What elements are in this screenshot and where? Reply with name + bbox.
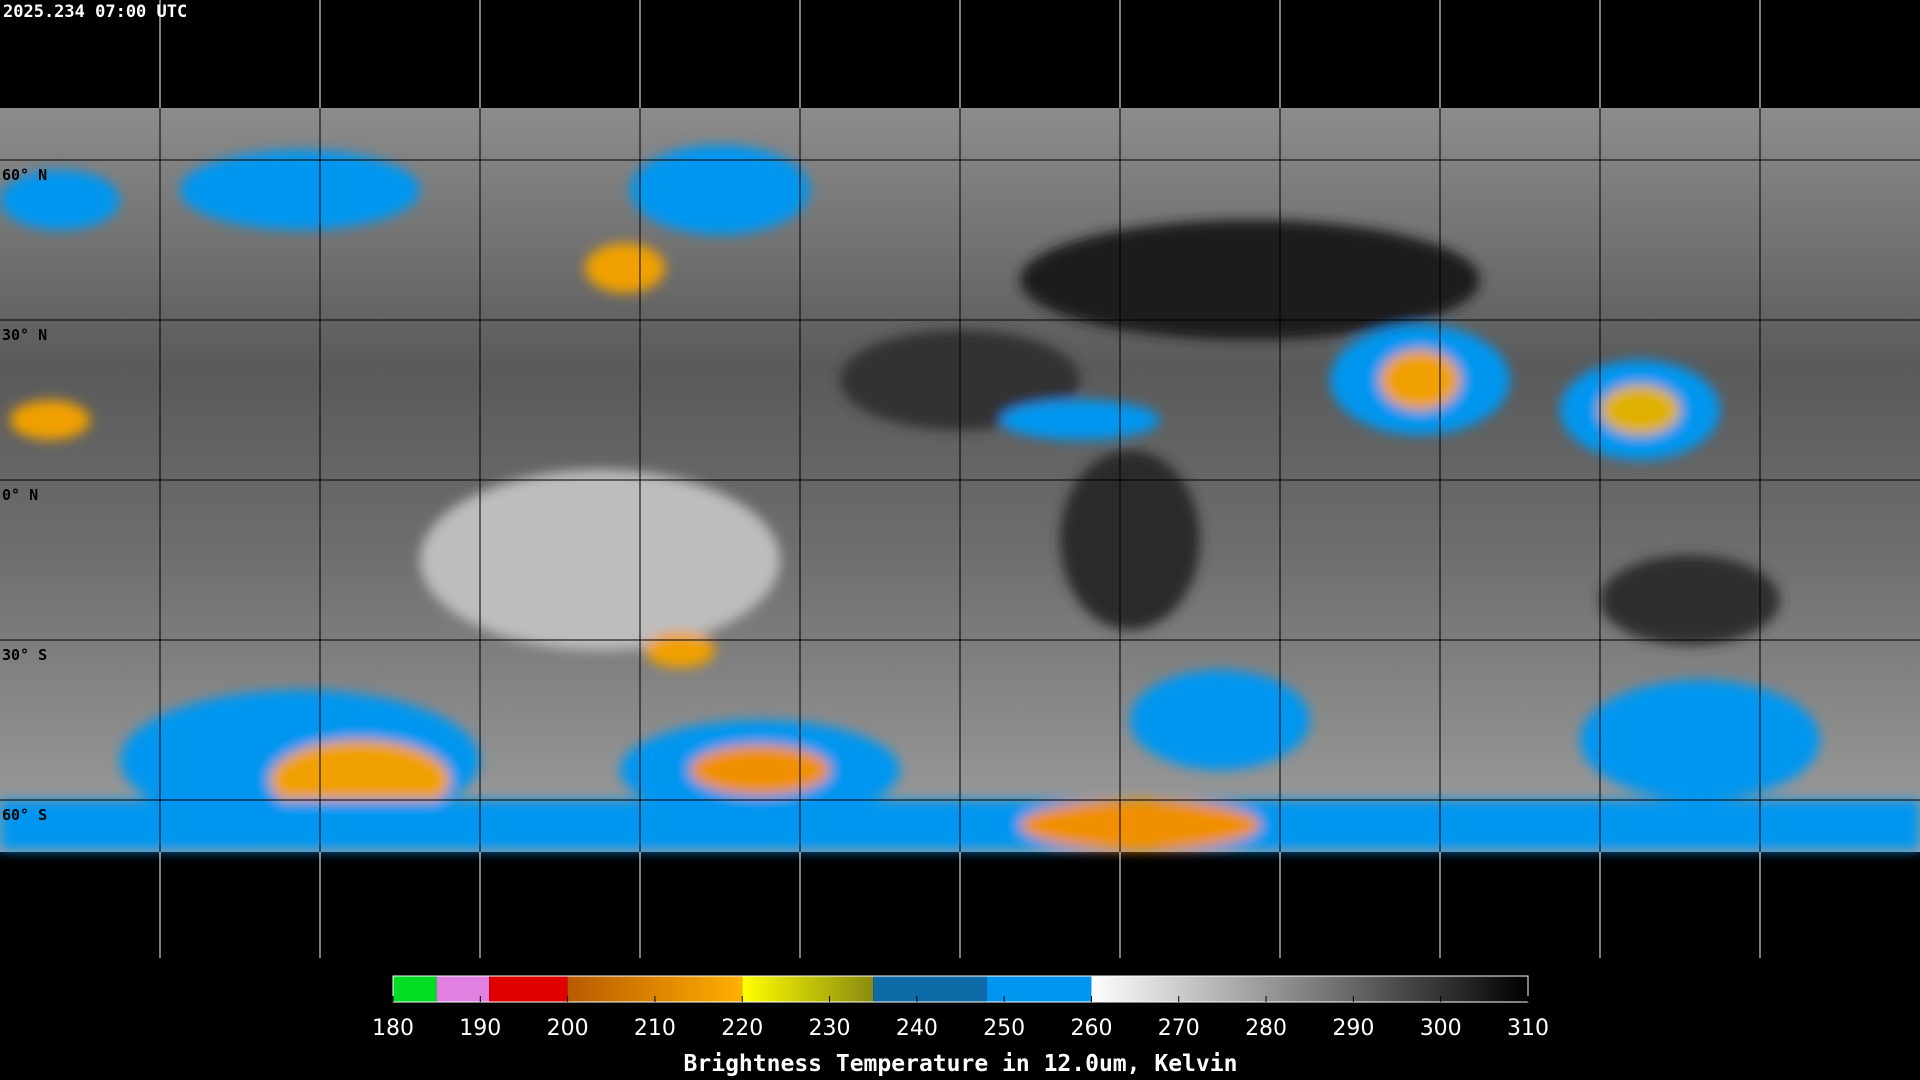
latitude-label: 0° N: [2, 486, 38, 504]
colorbar-tick-label: 280: [1245, 1016, 1287, 1041]
colorbar-segment: [436, 976, 490, 1002]
colorbar-segment: [986, 976, 1092, 1002]
graticule: [0, 0, 1920, 958]
colorbar-tick-label: 260: [1070, 1016, 1112, 1041]
colorbar-segment: [873, 976, 987, 1002]
colorbar-tick-label: 180: [372, 1016, 414, 1041]
colorbar-tick-label: 240: [896, 1016, 938, 1041]
colorbar-frame: [392, 975, 1529, 1003]
colorbar-title: Brightness Temperature in 12.0um, Kelvin: [684, 1051, 1238, 1077]
colorbar-segment: [742, 976, 874, 1002]
colorbar-tick-label: 250: [983, 1016, 1025, 1041]
colorbar-tick-label: 220: [721, 1016, 763, 1041]
colorbar-tick-label: 300: [1420, 1016, 1462, 1041]
colorbar-tick-label: 310: [1507, 1016, 1549, 1041]
latitude-label: 30° N: [2, 326, 47, 344]
latitude-label: 30° S: [2, 646, 47, 664]
latitude-label: 60° S: [2, 806, 47, 824]
latitude-label: 60° N: [2, 166, 47, 184]
colorbar-tick-label: 190: [459, 1016, 501, 1041]
timestamp: 2025.234 07:00 UTC: [3, 2, 187, 22]
colorbar-tick-label: 230: [809, 1016, 851, 1041]
colorbar-segment: [393, 976, 437, 1002]
colorbar-segment: [489, 976, 568, 1002]
colorbar-segment: [1091, 976, 1528, 1002]
colorbar-tick-label: 200: [547, 1016, 589, 1041]
colorbar-tick-label: 270: [1158, 1016, 1200, 1041]
colorbar-tick-label: 290: [1332, 1016, 1374, 1041]
colorbar-tick-label: 210: [634, 1016, 676, 1041]
